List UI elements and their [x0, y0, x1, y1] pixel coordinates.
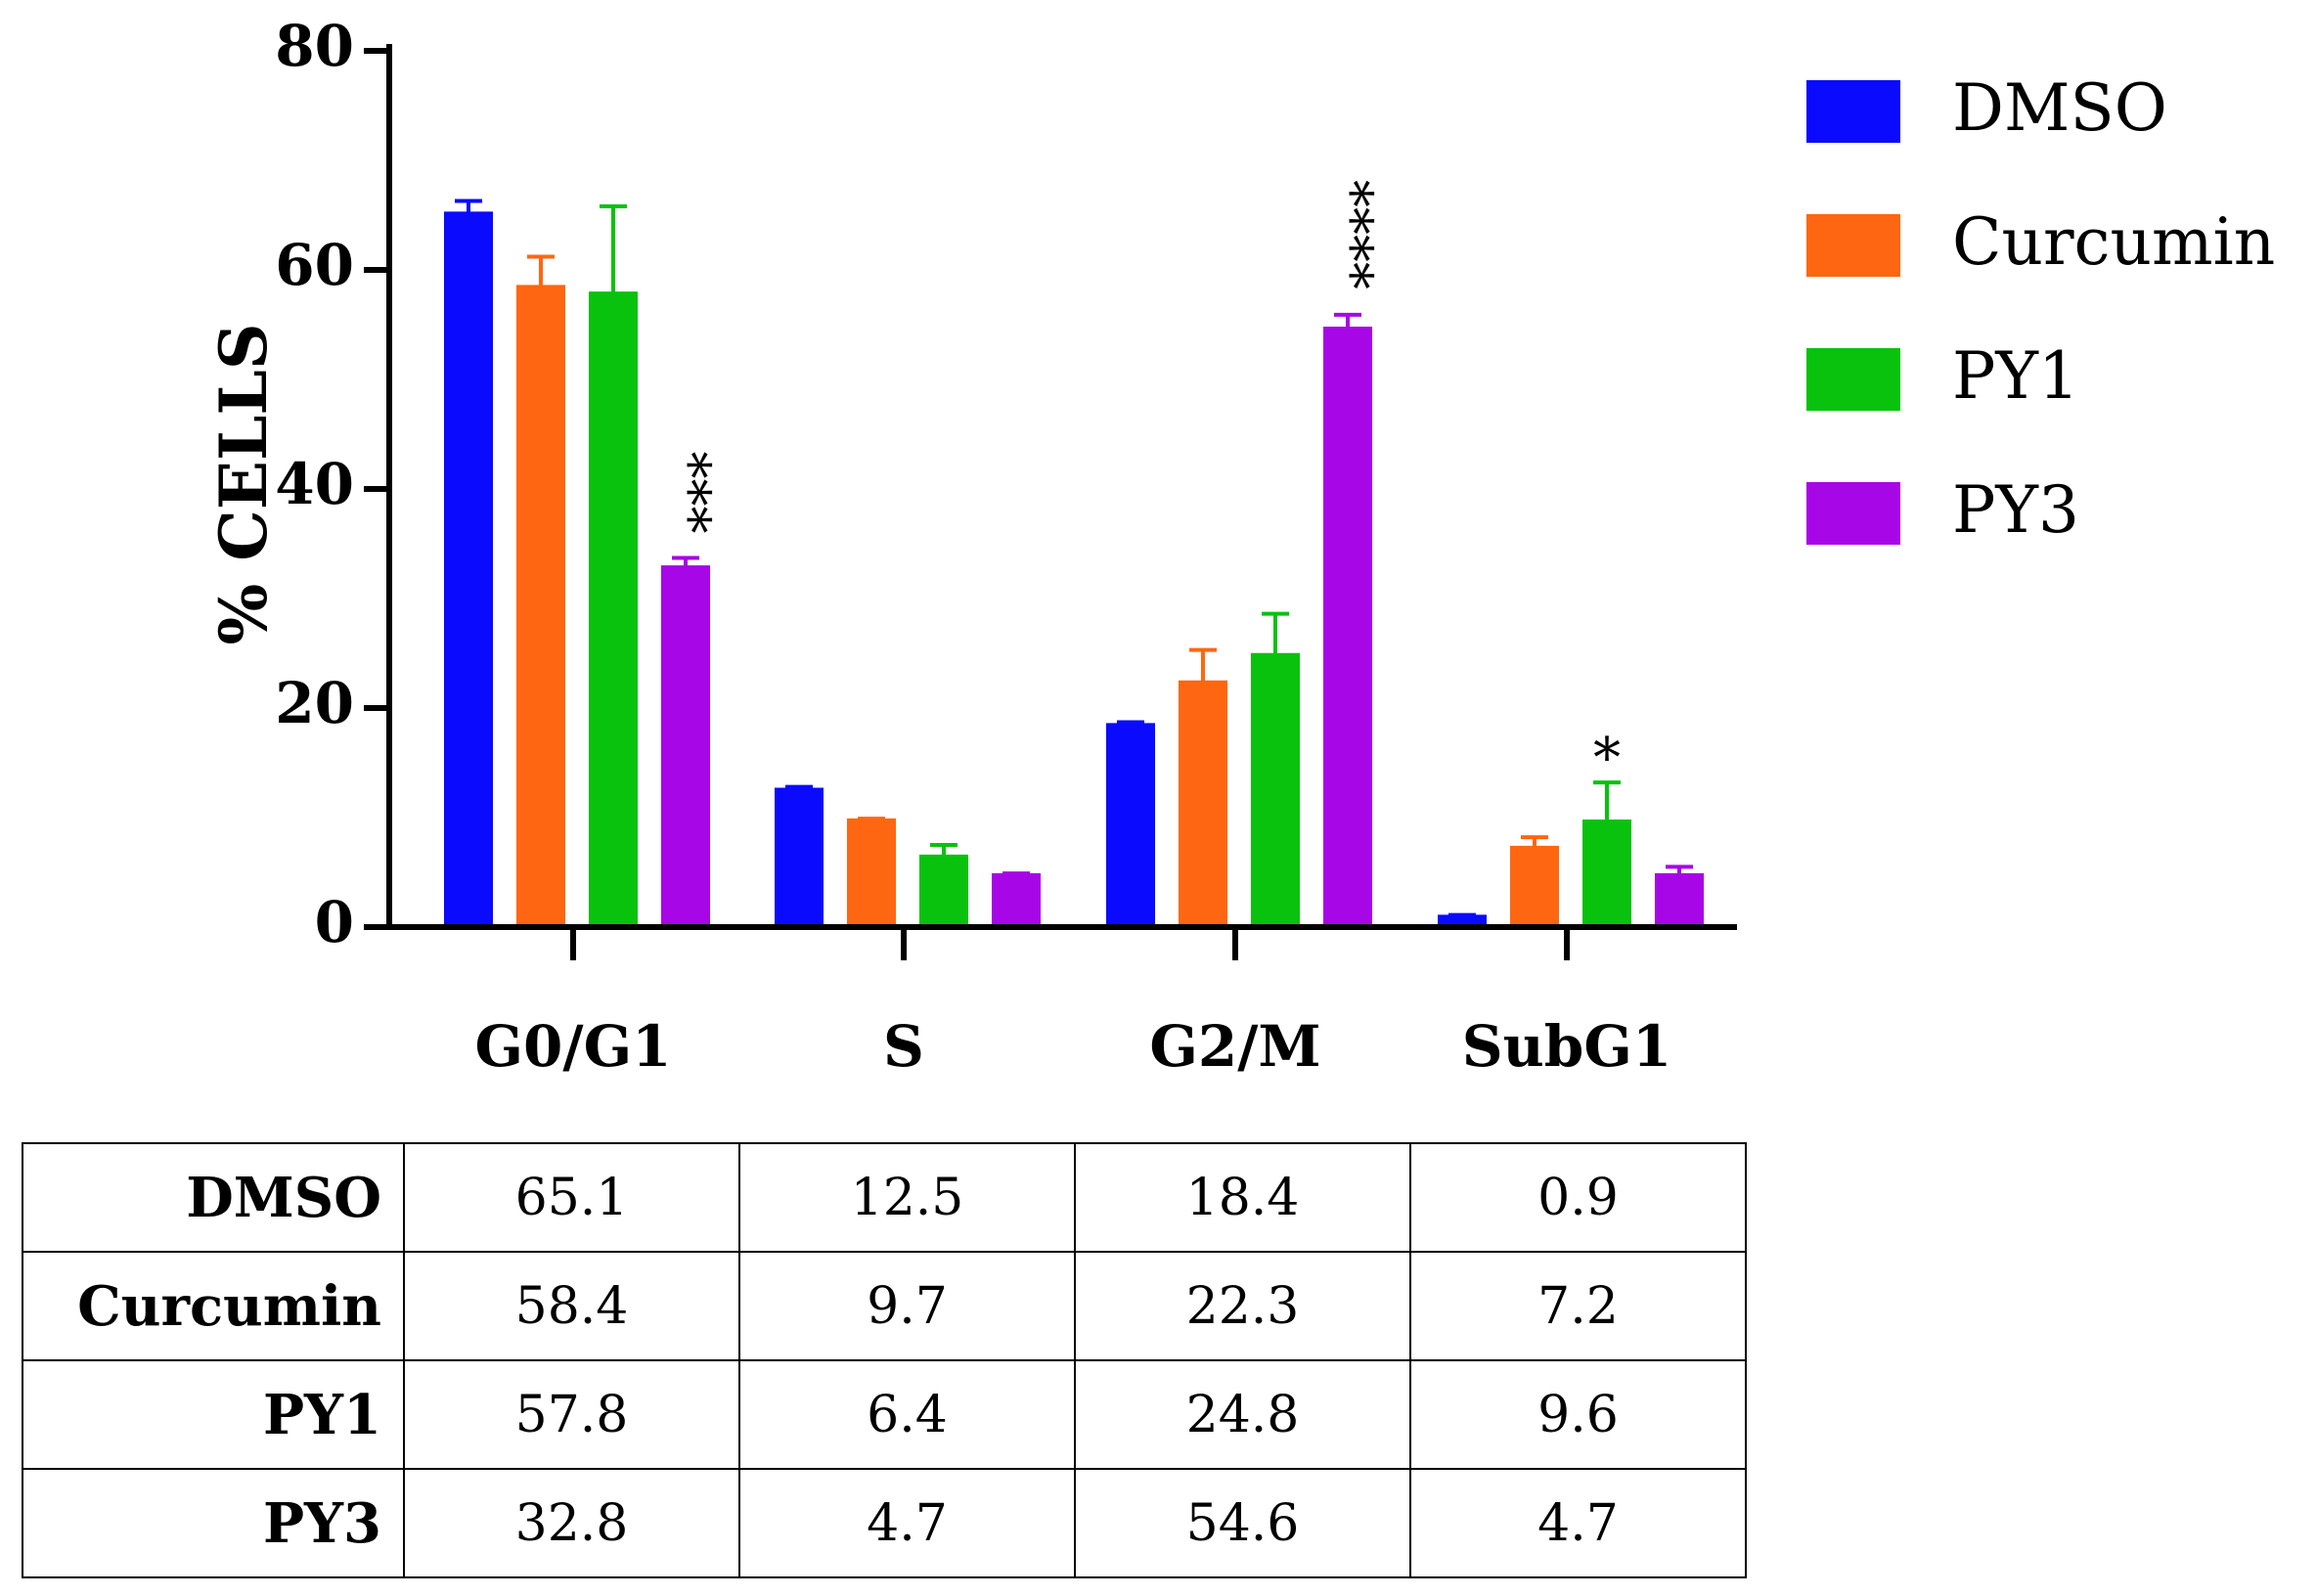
- bar-py1-s: [919, 857, 968, 927]
- table-cell-g0-g1: 65.1: [403, 1142, 740, 1253]
- bar-dmso-subg1: [1438, 916, 1487, 927]
- bar-py3-s: [992, 875, 1041, 927]
- error-bars-group: [455, 199, 1693, 917]
- bar-py1-g2-m: [1251, 655, 1300, 927]
- legend-swatch-curcumin: [1806, 214, 1900, 277]
- legend-swatch-dmso: [1806, 80, 1900, 143]
- table-cell-g0-g1: 32.8: [403, 1468, 740, 1578]
- bar-py1-g0-g1: [589, 293, 638, 927]
- legend-label-py3: PY3: [1952, 472, 2079, 548]
- bar-py3-g2-m: [1323, 329, 1372, 928]
- table-cell-s: 4.7: [738, 1468, 1076, 1578]
- y-axis-label: % CELLS: [205, 323, 282, 644]
- legend-swatch-py3: [1806, 482, 1900, 545]
- table-cell-g2-m: 22.3: [1074, 1251, 1411, 1361]
- annotation-py3-g0-g1: ***: [658, 452, 722, 534]
- y-tick-label-60: 60: [275, 232, 354, 298]
- y-axis-ticks: 0 20 40 60 80: [275, 13, 389, 955]
- table-row-py3: PY3 32.8 4.7 54.6 4.7: [22, 1468, 1747, 1578]
- table-cell-s: 6.4: [738, 1359, 1076, 1470]
- table-row-label: PY3: [22, 1468, 405, 1578]
- bar-py3-g0-g1: [661, 567, 710, 927]
- table-cell-subg1: 9.6: [1409, 1359, 1747, 1470]
- x-tick-label-g0-g1: G0/G1: [475, 1013, 672, 1080]
- table-cell-s: 9.7: [738, 1251, 1076, 1361]
- table-cell-subg1: 7.2: [1409, 1251, 1747, 1361]
- bar-curcumin-subg1: [1510, 848, 1559, 927]
- x-tick-label-subg1: SubG1: [1462, 1013, 1672, 1080]
- bar-py3-subg1: [1655, 875, 1704, 927]
- table-cell-subg1: 4.7: [1409, 1468, 1747, 1578]
- legend-label-curcumin: Curcumin: [1952, 204, 2275, 280]
- x-axis-ticks: G0/G1 S G2/M SubG1: [475, 927, 1672, 1080]
- bar-dmso-g2-m: [1106, 725, 1155, 927]
- legend-swatch-py1: [1806, 348, 1900, 411]
- bar-dmso-s: [775, 790, 824, 927]
- legend-label-dmso: DMSO: [1952, 70, 2167, 146]
- significance-annotations: ********: [658, 180, 1622, 790]
- table-row-py1: PY1 57.8 6.4 24.8 9.6: [22, 1359, 1747, 1470]
- table-row-dmso: DMSO 65.1 12.5 18.4 0.9: [22, 1142, 1747, 1253]
- y-tick-label-40: 40: [275, 451, 354, 517]
- data-table: DMSO 65.1 12.5 18.4 0.9 Curcumin 58.4 9.7 22.3 7.…: [22, 1142, 1747, 1578]
- x-tick-label-s: S: [883, 1013, 924, 1080]
- bar-curcumin-g2-m: [1179, 683, 1227, 927]
- annotation-py1-subg1: *: [1593, 727, 1621, 790]
- legend: DMSO Curcumin PY1 PY3: [1806, 70, 2275, 548]
- table-cell-g0-g1: 57.8: [403, 1359, 740, 1470]
- table-cell-s: 12.5: [738, 1142, 1076, 1253]
- table-cell-g0-g1: 58.4: [403, 1251, 740, 1361]
- bar-curcumin-s: [847, 820, 896, 927]
- y-tick-label-80: 80: [275, 13, 354, 79]
- legend-label-py1: PY1: [1952, 338, 2079, 414]
- bar-curcumin-g0-g1: [516, 287, 565, 927]
- bar-py1-subg1: [1582, 821, 1631, 927]
- table-row-label: DMSO: [22, 1142, 405, 1253]
- x-tick-label-g2-m: G2/M: [1149, 1013, 1320, 1080]
- table-cell-g2-m: 24.8: [1074, 1359, 1411, 1470]
- table-cell-g2-m: 18.4: [1074, 1142, 1411, 1253]
- table-row-label: PY1: [22, 1359, 405, 1470]
- table-cell-g2-m: 54.6: [1074, 1468, 1411, 1578]
- table-row-curcumin: Curcumin 58.4 9.7 22.3 7.2: [22, 1251, 1747, 1361]
- table-row-label: Curcumin: [22, 1251, 405, 1361]
- bars-group: [444, 211, 1704, 928]
- y-tick-label-0: 0: [315, 889, 354, 955]
- annotation-py3-g2-m: ****: [1320, 180, 1384, 289]
- bar-dmso-g0-g1: [444, 213, 493, 927]
- table-cell-subg1: 0.9: [1409, 1142, 1747, 1253]
- y-tick-label-20: 20: [275, 670, 354, 736]
